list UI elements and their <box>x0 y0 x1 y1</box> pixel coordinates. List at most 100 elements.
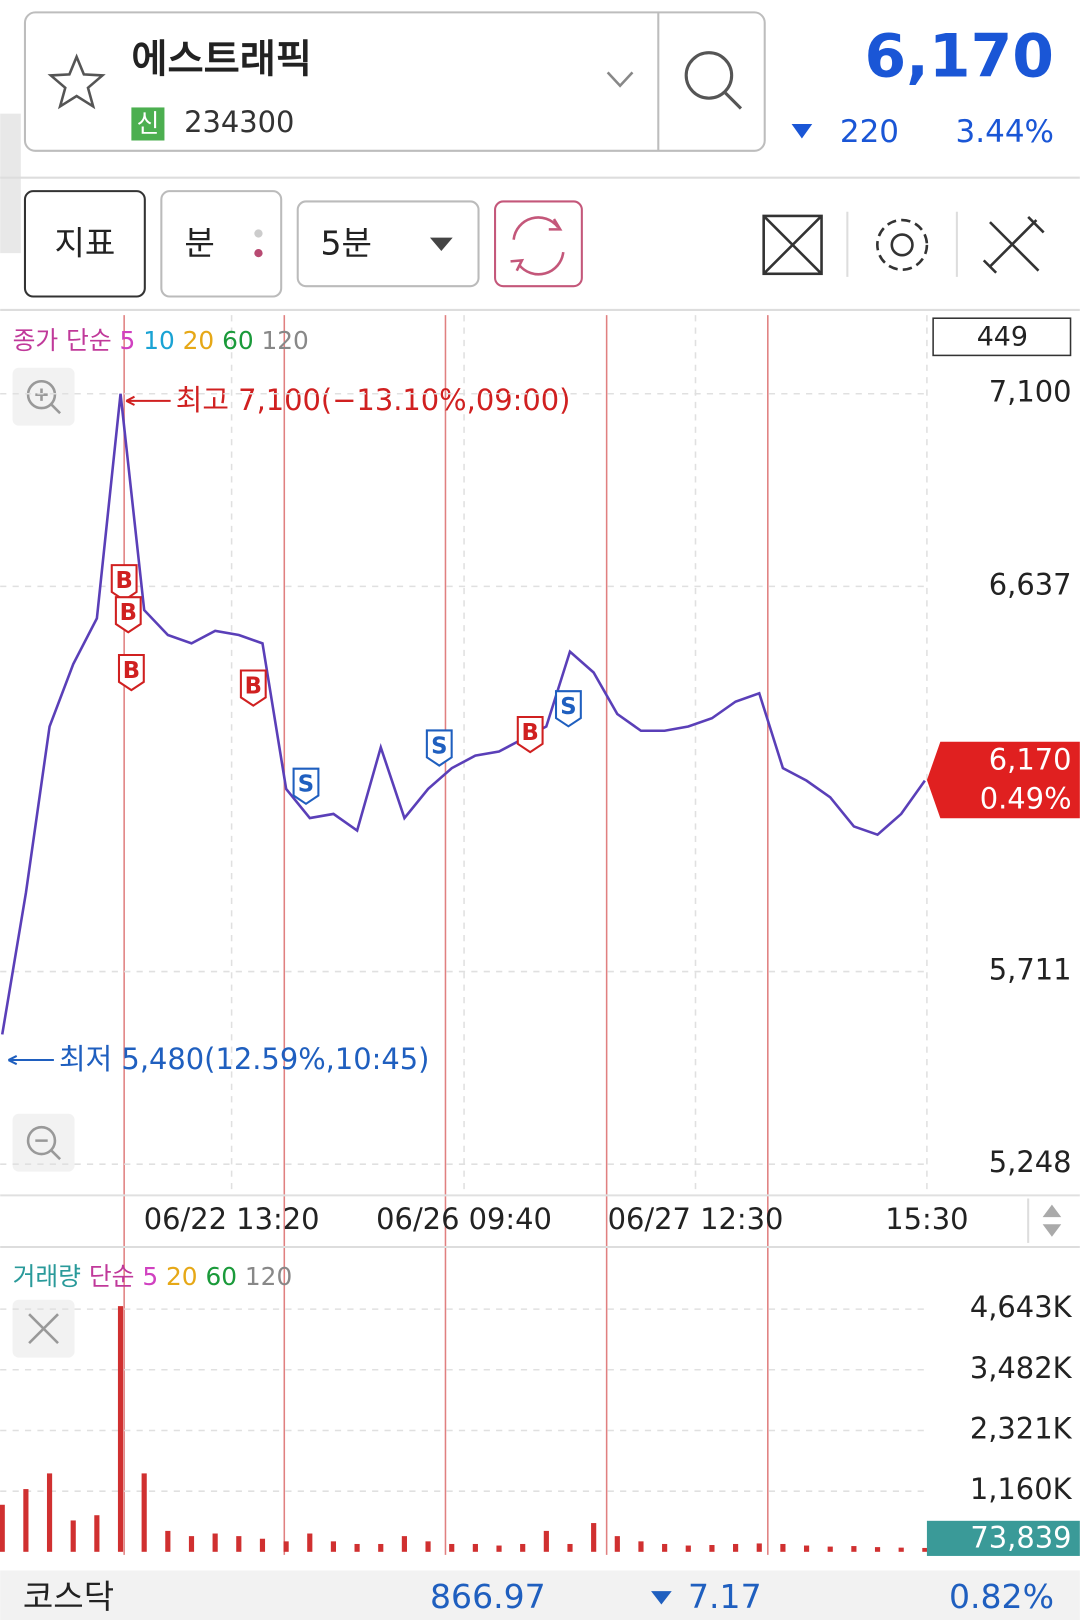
vertical-grid <box>230 315 928 1194</box>
legend-ma: 20 <box>183 326 215 355</box>
down-arrow <box>651 1591 672 1605</box>
volume-bar <box>23 1489 29 1552</box>
volume-bar <box>685 1545 691 1552</box>
volume-bar <box>709 1545 715 1552</box>
volume-bar <box>70 1520 76 1552</box>
search-icon[interactable] <box>684 51 734 100</box>
side-tab[interactable] <box>0 113 21 254</box>
index-name: 코스닥 <box>23 1577 114 1616</box>
signal-marker <box>292 767 320 806</box>
volume-bar <box>188 1536 195 1552</box>
favorite-star[interactable] <box>47 53 106 110</box>
tag-pct: 0.49% <box>980 782 1072 816</box>
signal-marker <box>554 690 582 728</box>
index-change: 7.17 <box>688 1577 762 1616</box>
current-volume: 73,839 <box>970 1520 1071 1554</box>
volume-bar <box>874 1547 881 1552</box>
close-volume[interactable] <box>12 1299 75 1358</box>
x-tick-label: 15:30 <box>885 1202 968 1236</box>
price-change-pct: 3.44% <box>956 114 1054 150</box>
resize-icon[interactable] <box>1042 1204 1062 1237</box>
legend-ma: 60 <box>205 1262 237 1291</box>
signal-marker <box>516 715 544 754</box>
volume-bar <box>354 1543 360 1552</box>
zoom-in[interactable] <box>12 367 75 426</box>
volume-bar <box>212 1533 218 1552</box>
signal-marker <box>239 669 267 707</box>
tag-price: 6,170 <box>989 742 1072 776</box>
signal-label: B <box>245 674 262 700</box>
dropdown-chevron[interactable] <box>606 71 634 88</box>
stock-code: 234300 <box>184 105 294 139</box>
footer-bg <box>0 1570 1080 1620</box>
volume-legend: 거래량 단순 5 20 60 120 <box>13 1262 293 1291</box>
volume-bar <box>827 1546 833 1552</box>
volume-bar <box>496 1545 502 1552</box>
volume-bar <box>520 1543 526 1552</box>
volume-bar <box>307 1533 313 1552</box>
legend-ma: 5 <box>142 1262 158 1291</box>
current-price-tag <box>926 741 1080 819</box>
stock-selector[interactable] <box>23 11 766 152</box>
interval-select[interactable] <box>296 200 480 288</box>
volume-bar <box>591 1523 597 1552</box>
signal-marker <box>425 729 453 767</box>
signal-label: S <box>431 733 447 759</box>
volume-bar <box>141 1473 147 1552</box>
zoom-out[interactable] <box>12 1113 75 1172</box>
settings-icon[interactable] <box>876 218 929 271</box>
y-tick-label: 5,711 <box>989 953 1072 987</box>
price-legend: 종가 단순 5 10 20 60 120 <box>13 326 309 355</box>
y-tick-label: 3,482K <box>970 1351 1073 1385</box>
volume-bar <box>803 1545 810 1552</box>
volume-bar <box>401 1536 407 1552</box>
signal-label: B <box>120 600 137 626</box>
volume-bar <box>851 1546 857 1552</box>
legend-ma: 60 <box>222 326 254 355</box>
index-pct: 0.82% <box>949 1577 1054 1616</box>
x-tick-label: 06/26 09:40 <box>376 1202 552 1236</box>
volume-bar <box>378 1543 384 1552</box>
legend-label: 종가 단순 <box>13 326 112 355</box>
period-type-button[interactable] <box>160 190 283 298</box>
current-price: 6,170 <box>864 22 1054 92</box>
legend-ma: 20 <box>166 1262 198 1291</box>
stock-name: 에스트래픽 <box>131 37 312 82</box>
signal-label: B <box>522 720 539 746</box>
indicator-button[interactable] <box>23 190 146 298</box>
volume-bar <box>567 1543 573 1552</box>
price-change: 220 <box>840 114 899 150</box>
y-tick-label: 6,637 <box>989 567 1072 601</box>
signal-marker <box>117 653 145 692</box>
volume-bar <box>756 1543 762 1552</box>
y-tick-label: 1,160K <box>970 1472 1073 1506</box>
legend-label: 거래량 <box>13 1262 81 1291</box>
expand-icon[interactable] <box>762 214 823 276</box>
search-icon-handle <box>724 91 743 110</box>
volume-bar <box>922 1547 928 1552</box>
volume-bar <box>898 1547 904 1552</box>
volume-bar <box>543 1530 549 1552</box>
select-arrow <box>429 237 453 252</box>
index-value: 866.97 <box>430 1577 546 1616</box>
volume-bar <box>117 1306 124 1552</box>
period-type-label: 분 <box>184 223 214 262</box>
legend-ma: 10 <box>143 326 175 355</box>
volume-bar <box>614 1536 620 1552</box>
refresh-button[interactable] <box>494 200 583 288</box>
indicator-label: 지표 <box>54 223 115 262</box>
volume-bar <box>780 1543 786 1552</box>
y-tick-label: 5,248 <box>989 1145 1072 1179</box>
y-tick-label: 7,100 <box>989 375 1072 409</box>
volume-bar <box>330 1541 337 1552</box>
volume-bar <box>472 1543 478 1552</box>
dot <box>254 248 263 258</box>
volume-bar <box>165 1530 171 1552</box>
down-arrow <box>791 123 813 139</box>
volume-bar <box>449 1543 455 1552</box>
signal-label: B <box>115 568 132 594</box>
tools-icon[interactable] <box>982 216 1045 274</box>
volume-bar <box>94 1515 100 1552</box>
